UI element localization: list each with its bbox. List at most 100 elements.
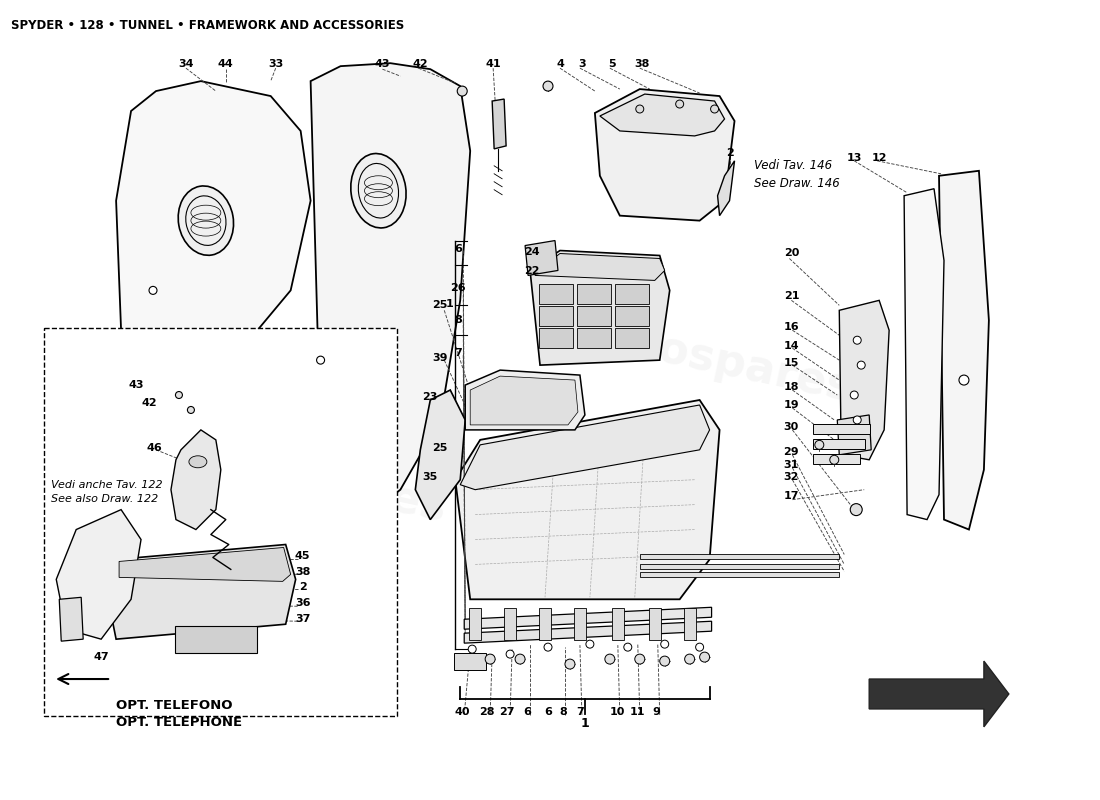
Text: 3: 3 [579,59,585,69]
Circle shape [850,504,862,515]
Circle shape [684,654,694,664]
Text: 6: 6 [454,243,462,254]
Polygon shape [525,241,558,275]
FancyBboxPatch shape [813,424,870,434]
Text: 22: 22 [525,266,540,277]
Circle shape [857,361,866,369]
FancyBboxPatch shape [454,653,486,670]
Text: 38: 38 [634,59,649,69]
FancyBboxPatch shape [470,608,481,640]
Text: 45: 45 [295,551,310,562]
Text: 18: 18 [783,382,799,392]
Polygon shape [904,189,944,519]
Polygon shape [59,598,84,641]
Text: 43: 43 [375,59,390,69]
Circle shape [605,654,615,664]
Circle shape [148,286,157,294]
Text: 13: 13 [847,153,862,163]
Text: 11: 11 [630,707,646,717]
Circle shape [469,645,476,653]
Text: 15: 15 [783,358,799,368]
Text: 36: 36 [295,598,310,608]
Text: 7: 7 [454,348,462,358]
Circle shape [506,650,514,658]
Text: 33: 33 [268,59,284,69]
FancyBboxPatch shape [539,608,551,640]
FancyBboxPatch shape [615,306,649,326]
FancyBboxPatch shape [539,328,573,348]
Circle shape [711,105,718,113]
FancyBboxPatch shape [576,306,610,326]
FancyBboxPatch shape [615,328,649,348]
Text: 27: 27 [499,707,515,717]
Text: 31: 31 [783,460,799,470]
Polygon shape [119,547,290,582]
Text: 21: 21 [783,291,799,302]
Text: 10: 10 [610,707,626,717]
Polygon shape [492,99,506,149]
Circle shape [543,81,553,91]
Polygon shape [717,161,735,216]
Ellipse shape [189,456,207,468]
FancyBboxPatch shape [576,328,610,348]
Circle shape [586,640,594,648]
Circle shape [695,643,704,651]
Text: 41: 41 [485,59,501,69]
Ellipse shape [351,154,406,228]
Text: 46: 46 [146,443,162,453]
Text: 9: 9 [652,707,661,717]
Text: 14: 14 [783,341,800,351]
Polygon shape [837,415,871,455]
Text: 16: 16 [783,322,800,332]
Text: 2: 2 [726,148,734,158]
Text: 44: 44 [218,59,233,69]
Polygon shape [464,622,712,643]
Polygon shape [109,545,296,639]
Polygon shape [470,376,578,425]
Circle shape [317,356,324,364]
Text: 4: 4 [556,59,564,69]
Polygon shape [535,254,664,281]
Circle shape [661,640,669,648]
FancyBboxPatch shape [612,608,624,640]
Polygon shape [839,300,889,460]
Polygon shape [530,250,670,365]
Text: 2: 2 [299,582,307,592]
Circle shape [829,455,839,464]
Text: 12: 12 [871,153,887,163]
FancyBboxPatch shape [175,626,256,653]
Polygon shape [416,390,465,519]
Circle shape [515,654,525,664]
Circle shape [544,643,552,651]
Text: SPYDER • 128 • TUNNEL • FRAMEWORK AND ACCESSORIES: SPYDER • 128 • TUNNEL • FRAMEWORK AND AC… [11,19,405,32]
Text: 32: 32 [783,472,799,482]
Circle shape [187,406,195,414]
Polygon shape [56,510,141,639]
Text: 1: 1 [581,718,590,730]
Polygon shape [455,400,719,599]
Text: 42: 42 [412,59,428,69]
FancyBboxPatch shape [539,285,573,304]
Text: eurospares: eurospares [166,430,451,530]
Text: 8: 8 [559,707,566,717]
Text: 35: 35 [422,472,438,482]
Text: 34: 34 [178,59,194,69]
Text: 29: 29 [783,447,800,457]
Text: 26: 26 [450,283,466,294]
FancyBboxPatch shape [640,565,839,570]
Text: 6: 6 [524,707,531,717]
FancyBboxPatch shape [640,554,839,559]
Polygon shape [600,94,725,136]
Text: 19: 19 [783,400,800,410]
Polygon shape [170,430,221,530]
Text: 5: 5 [608,59,616,69]
FancyBboxPatch shape [813,439,866,449]
Polygon shape [869,661,1009,727]
Circle shape [660,656,670,666]
Polygon shape [595,89,735,221]
FancyBboxPatch shape [44,328,397,716]
Text: Vedi anche Tav. 122
See also Draw. 122: Vedi anche Tav. 122 See also Draw. 122 [52,480,163,504]
Text: 25: 25 [432,443,448,453]
Circle shape [624,643,631,651]
FancyBboxPatch shape [504,608,516,640]
